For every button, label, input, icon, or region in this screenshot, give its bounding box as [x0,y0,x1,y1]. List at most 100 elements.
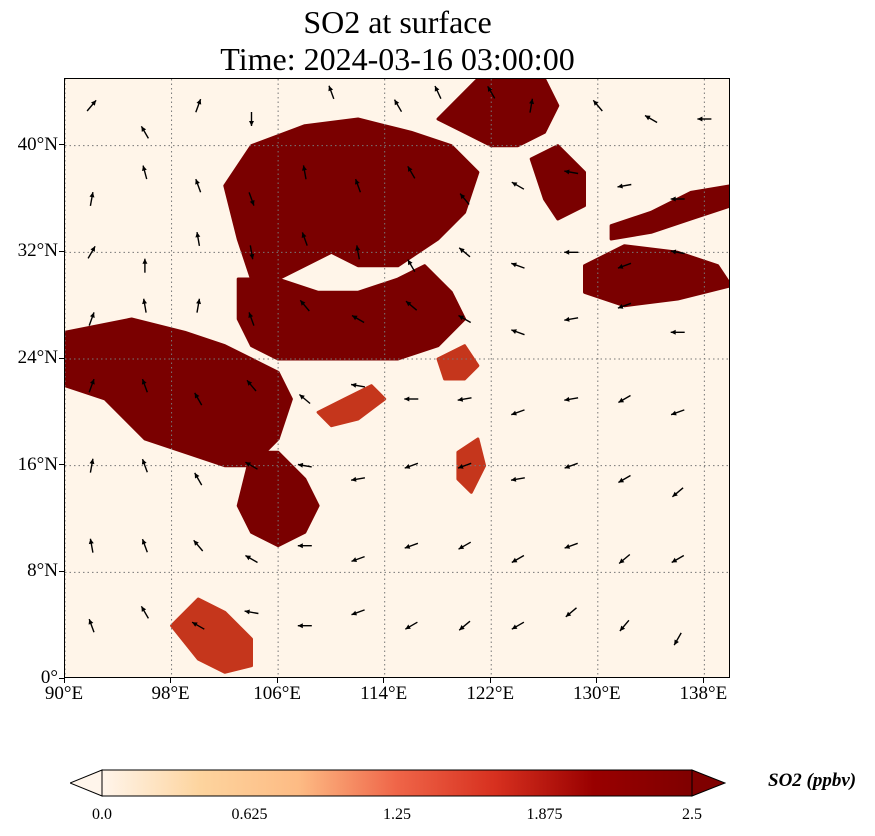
wind-vector [617,183,632,189]
longitude-tick-mark [596,678,598,683]
colorbar-tick-label: 1.25 [383,806,411,823]
wind-vector [88,618,95,633]
wind-vector [404,542,419,549]
wind-vector [245,461,258,470]
wind-vector [565,607,577,618]
wind-vector [404,621,418,630]
wind-vector [404,462,419,469]
map-title: SO2 at surface [303,4,492,40]
wind-vector [87,245,96,259]
longitude-tick-mark [383,678,385,683]
wind-vector [511,409,525,416]
latitude-tick-label: 0° [40,667,58,688]
wind-vector [328,85,335,100]
latitude-tick-label: 32°N [17,240,58,262]
wind-vector [618,553,631,565]
wind-vector [511,621,525,630]
latitude-tick-label: 16°N [17,453,58,475]
so2-region-0 [223,117,480,281]
wind-vector [88,378,95,393]
so2-region-5 [529,144,586,221]
wind-vector [244,609,259,615]
longitude-tick-mark [170,678,172,683]
wind-vector [354,178,362,193]
wind-vector [564,169,579,175]
longitude-tick-mark [63,678,65,683]
wind-vector [459,193,470,205]
wind-vector [511,262,525,269]
so2-region-10 [170,597,253,674]
map-subtitle-time: Time: 2024-03-16 03:00:00 [220,41,575,77]
so2-region-8 [316,384,387,428]
wind-vector [194,392,203,406]
longitude-tick-mark [489,678,491,683]
wind-vector [249,245,255,260]
colorbar-min-extend-arrow [70,769,103,797]
wind-vector [458,620,471,631]
wind-vector [88,538,94,553]
map-canvas [65,79,729,677]
wind-vector [458,247,471,258]
colorbar-tick-label: 2.5 [682,806,702,823]
longitude-tick-label: 138°E [679,683,728,704]
wind-vector [140,605,150,619]
wind-vector [564,249,579,255]
latitude-tick-mark [59,250,64,252]
longitude-tick-mark [276,678,278,683]
colorbar-title: SO2 (ppbv) [768,770,857,791]
wind-vector [564,316,579,322]
colorbar [70,769,726,797]
wind-vector [644,114,658,124]
so2-region-4 [436,79,560,148]
wind-vector [249,112,254,126]
longitude-tick-label: 122°E [466,683,515,704]
wind-vector [670,409,685,416]
wind-vector [617,302,632,309]
wind-vector [297,623,312,629]
so2-region-6 [583,244,729,308]
wind-vector [297,543,312,549]
wind-vector [248,312,255,326]
wind-vector [88,312,95,326]
wind-vector [564,542,578,549]
wind-vector [670,196,685,202]
wind-vector [86,99,97,112]
wind-vector [673,632,682,646]
wind-vector [141,458,148,473]
wind-vector [434,85,442,99]
wind-vector [302,165,307,180]
wind-vector [407,165,416,179]
wind-vector [194,472,203,486]
latitude-tick-mark [59,677,64,679]
wind-vector [458,314,472,324]
wind-vector [245,554,258,564]
latitude-tick-label: 24°N [17,347,58,368]
wind-vector [89,458,95,473]
latitude-tick-mark [59,570,64,572]
wind-vector [141,538,148,553]
wind-vector [191,621,205,630]
wind-vector [619,619,630,632]
wind-vector [511,554,525,564]
wind-vector [697,116,712,122]
wind-vector [142,298,147,313]
wind-vector [511,181,525,190]
wind-vector [141,378,148,393]
wind-vector [529,98,534,113]
wind-vector [670,329,685,335]
wind-vector [564,462,578,469]
wind-vector [299,299,310,312]
colorbar-tick-label: 0.625 [231,806,268,823]
wind-vector [297,462,312,468]
map-plot-area [64,78,730,678]
wind-vector [487,85,496,99]
longitude-tick-label: 90°E [44,683,84,704]
latitude-tick-mark [59,144,64,146]
wind-vector [351,314,365,324]
so2-region-7 [609,184,729,241]
wind-vector [89,191,95,207]
wind-vector [350,476,366,482]
wind-vector [350,382,366,388]
wind-vector [246,379,257,392]
wind-vector [457,462,472,469]
